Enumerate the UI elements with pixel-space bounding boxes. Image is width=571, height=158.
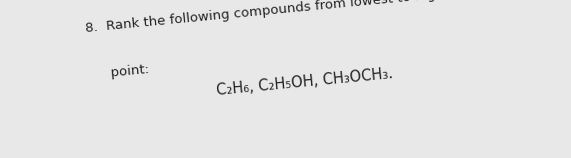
Text: point:: point:	[85, 63, 150, 82]
Text: C₂H₆, C₂H₅OH, CH₃OCH₃.: C₂H₆, C₂H₅OH, CH₃OCH₃.	[216, 66, 394, 98]
Text: 8.  Rank the following compounds from lowest to highest boiling: 8. Rank the following compounds from low…	[85, 0, 514, 35]
